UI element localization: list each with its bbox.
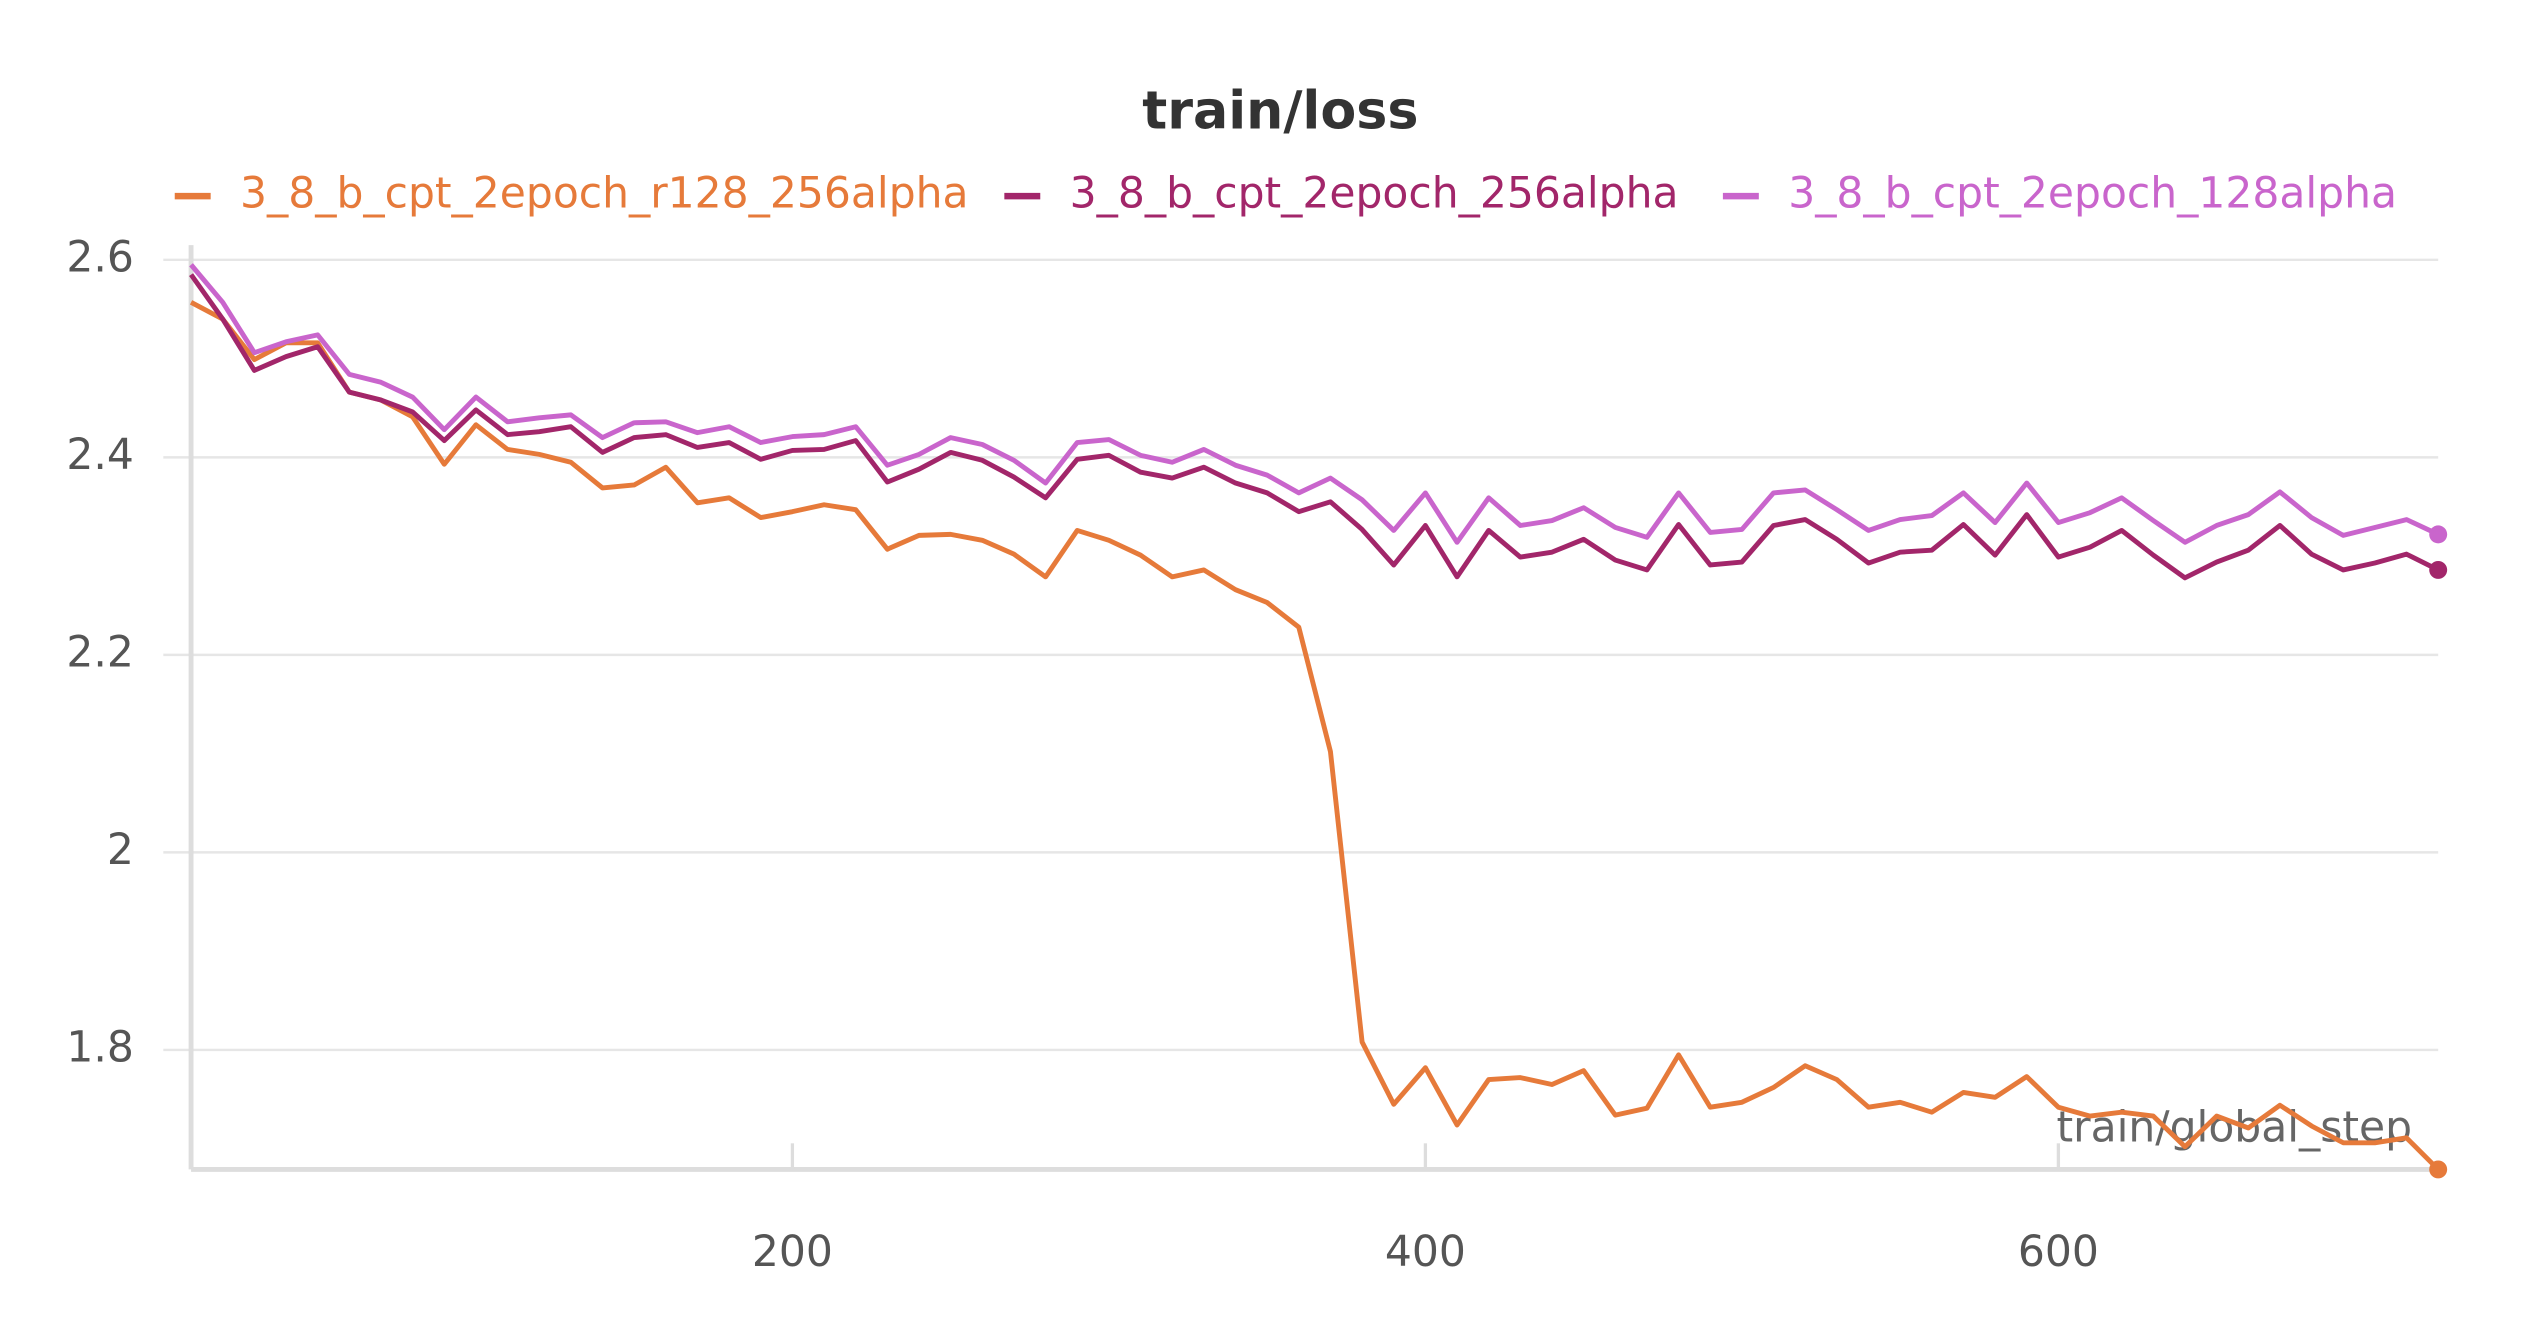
- x-axis-label: train/global_step: [2057, 1104, 2413, 1153]
- chart-title: train/loss: [1142, 81, 1418, 141]
- legend-label: 3_8_b_cpt_2epoch_128alpha: [1788, 170, 2397, 219]
- series-line: [189, 263, 2440, 545]
- series-line: [189, 300, 2440, 1172]
- legend-label: 3_8_b_cpt_2epoch_256alpha: [1070, 170, 1679, 219]
- end-point: [2429, 1160, 2448, 1179]
- end-point: [2429, 525, 2448, 544]
- y-tick-label: 2.6: [66, 233, 133, 282]
- y-tick-label: 2: [107, 826, 134, 875]
- y-tick-label: 1.8: [66, 1023, 133, 1072]
- x-tick-label: 400: [1385, 1228, 1466, 1277]
- y-tick-label: 2.2: [66, 628, 133, 677]
- x-tick-label: 600: [2018, 1228, 2099, 1277]
- series-line: [189, 273, 2440, 581]
- end-point: [2429, 560, 2448, 579]
- x-tick-label: 200: [752, 1228, 833, 1277]
- y-tick-label: 2.4: [66, 431, 133, 480]
- legend-label: 3_8_b_cpt_2epoch_r128_256alpha: [240, 170, 968, 219]
